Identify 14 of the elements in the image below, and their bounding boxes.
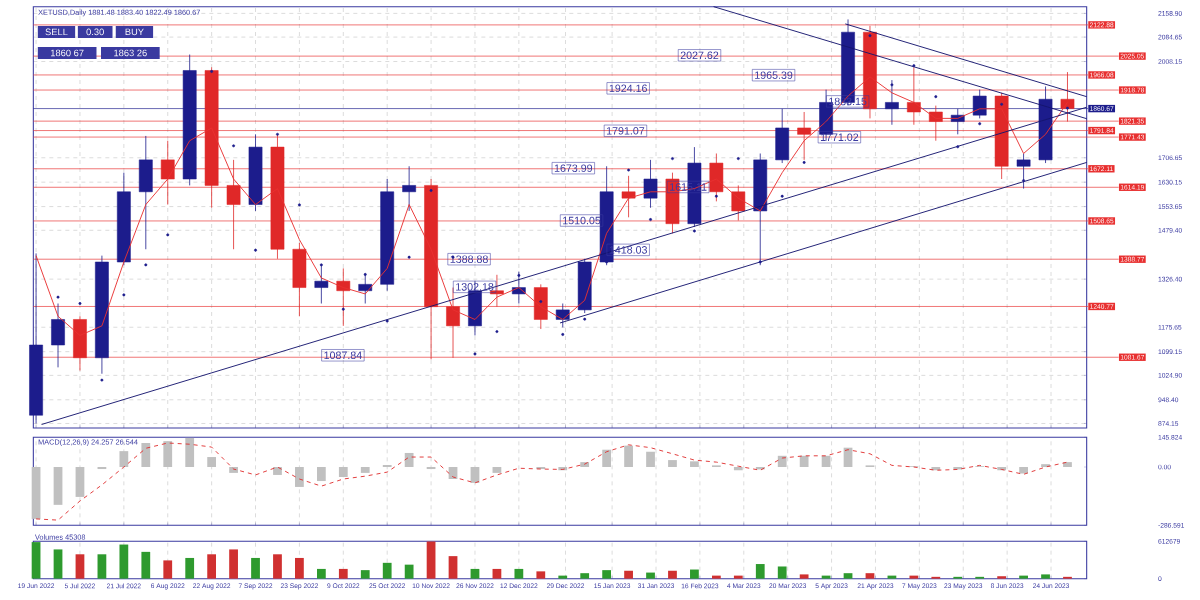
annotation: 1771.02 <box>820 133 859 141</box>
annotation: 1924.16 <box>609 84 647 93</box>
annotation: 1673.99 <box>554 164 593 172</box>
annotation: SELL <box>45 28 68 36</box>
annotation: 1087.84 <box>324 351 362 360</box>
annotation: 1302.18 <box>456 283 494 291</box>
annotation: 1388.88 <box>450 255 488 263</box>
annotation: 2027.62 <box>680 51 719 60</box>
annotation: 1860 67 <box>50 49 84 57</box>
annotation: BUY <box>125 28 144 36</box>
annotation: 1863 26 <box>114 49 147 57</box>
annotation: 1615.11 <box>670 183 707 191</box>
annotation: 0.30 <box>86 28 104 36</box>
annotation: 1965.39 <box>755 71 793 79</box>
